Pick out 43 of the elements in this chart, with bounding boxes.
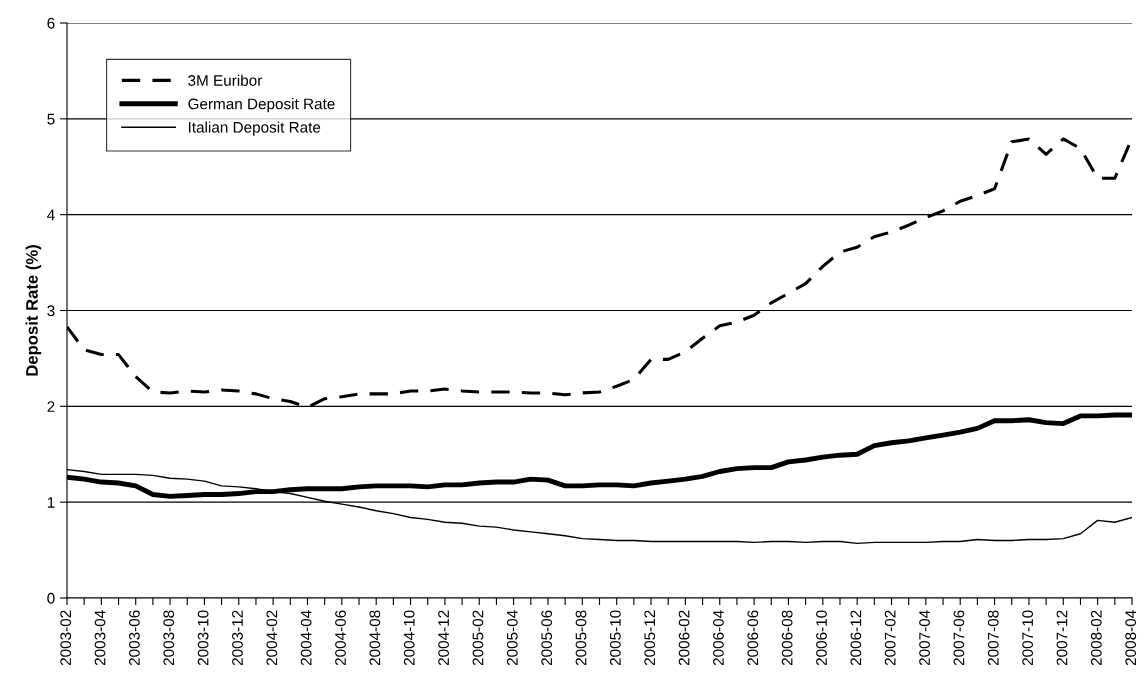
x-tick-label: 2004-12 (438, 610, 449, 666)
x-tick-label: 2006-02 (678, 610, 690, 666)
y-tick-label: 5 (47, 113, 55, 125)
x-tick-label: 2003-04 (94, 610, 106, 666)
y-tick-label: 0 (47, 592, 55, 604)
x-tick-label: 2005-04 (506, 610, 518, 666)
x-tick-label: 2003-02 (60, 610, 72, 666)
legend-label: 3M Euribor (188, 74, 263, 86)
x-tick-label: 2007-04 (919, 610, 930, 666)
x-tick-label: 2003-12 (232, 610, 243, 666)
x-tick-label: 2004-04 (300, 610, 312, 666)
x-tick-label: 2006-04 (713, 610, 724, 666)
y-tick-label: 4 (47, 209, 55, 221)
x-tick-label: 2007-10 (1022, 610, 1034, 666)
x-tick-label: 2005-12 (644, 610, 656, 666)
x-tick-label: 2006-08 (781, 610, 793, 666)
x-tick-label: 2007-06 (953, 610, 965, 666)
y-axis-title: Deposit Rate (%) (25, 245, 42, 376)
x-tick-label: 2003-10 (197, 610, 209, 666)
x-tick-label: 2004-08 (369, 610, 381, 666)
y-tick-label: 1 (47, 497, 55, 508)
legend-label: Italian Deposit Rate (188, 121, 321, 136)
x-tick-label: 2007-02 (884, 610, 896, 666)
x-tick-label: 2007-12 (1056, 610, 1068, 666)
x-tick-label: 2006-06 (747, 610, 759, 666)
x-tick-label: 2003-06 (128, 610, 140, 666)
x-tick-label: 2004-10 (403, 610, 415, 666)
x-tick-label: 2005-02 (472, 610, 484, 666)
x-tick-label: 2006-10 (816, 610, 827, 666)
y-tick-label: 6 (47, 17, 55, 29)
x-tick-label: 2008-02 (1090, 610, 1102, 666)
x-tick-label: 2005-08 (575, 610, 587, 666)
x-tick-label: 2007-08 (987, 610, 999, 666)
y-tick-label: 2 (47, 401, 55, 412)
legend-label: German Deposit Rate (188, 98, 335, 113)
x-tick-label: 2005-06 (541, 610, 553, 666)
x-tick-label: 2003-08 (163, 610, 175, 666)
x-tick-label: 2004-06 (335, 610, 346, 666)
x-tick-label: 2008-04 (1125, 610, 1137, 666)
x-tick-label: 2004-02 (266, 610, 278, 666)
y-tick-label: 3 (47, 305, 55, 317)
x-tick-label: 2006-12 (850, 610, 862, 666)
x-tick-label: 2005-10 (609, 610, 621, 666)
